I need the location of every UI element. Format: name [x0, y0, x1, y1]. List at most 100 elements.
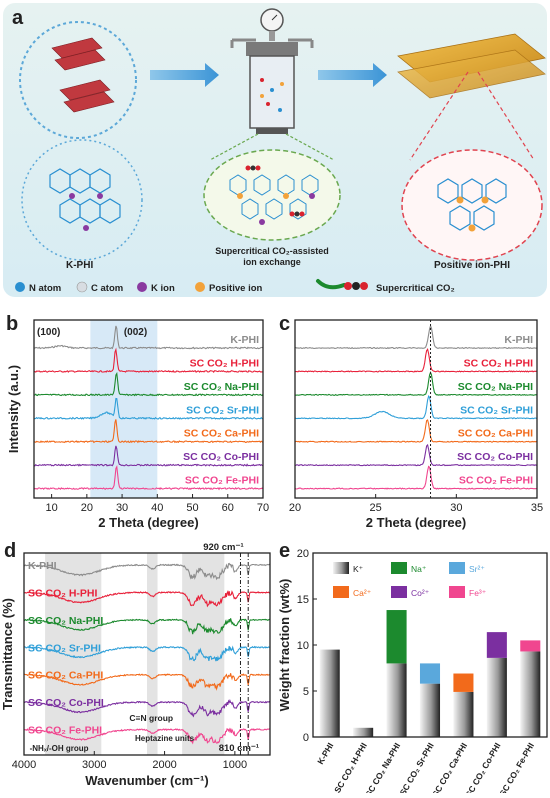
peak-annotation-002: (002): [124, 327, 147, 338]
series-label: SC CO₂ Ca-PHI: [184, 428, 259, 440]
category-label: SC CO₂ H-PHI: [332, 741, 369, 793]
bar-k-ion: [453, 691, 474, 737]
legend-swatch: [449, 562, 465, 574]
series-label: SC CO₂ Na-PHI: [28, 615, 103, 627]
panel-d-letter: d: [4, 540, 16, 562]
schematic-legend: N atom C atom K ion Positive ion Supercr…: [15, 279, 455, 294]
x-axis-label: 2 Theta (degree): [98, 515, 198, 530]
series-label: SC CO₂ Co-PHI: [28, 697, 104, 709]
series-line: [33, 397, 264, 420]
panel-e-letter: e: [279, 540, 290, 562]
category-label: SC CO₂ Co-PHI: [463, 741, 502, 793]
series-line: [33, 419, 264, 444]
series-label: SC CO₂ Co-PHI: [457, 451, 533, 463]
series-label: SC CO₂ H-PHI: [28, 587, 98, 599]
x-tick-label: 2000: [152, 759, 176, 771]
x-tick-label: 20: [289, 502, 301, 514]
category-label: SC CO₂ Ca-PHI: [430, 741, 469, 793]
legend-swatch: [391, 562, 407, 574]
bar-positive-ion: [520, 640, 541, 652]
series-line: [33, 445, 264, 467]
ion-exchange-zoom: [203, 149, 341, 241]
legend-swatch: [333, 562, 349, 574]
legend-label: Ca²⁺: [353, 588, 372, 598]
series-label: SC CO₂ Sr-PHI: [186, 404, 259, 416]
bar-positive-ion: [386, 610, 407, 664]
xrd-full-svg: b K-PHI SC CO₂ H-PHI SC CO₂ Na-PHI SC CO₂ S…: [6, 313, 269, 530]
series-line: [23, 645, 271, 662]
bar-positive-ion: [419, 663, 441, 684]
series-line: [23, 562, 271, 581]
series-line: [294, 324, 538, 350]
annotation-cn: C≡N group: [129, 713, 173, 723]
ftir-svg: d K-PHI SC CO₂ H-PHI SC CO₂ Na-PHI SC CO₂ S…: [0, 540, 271, 788]
plot-frame: [294, 319, 538, 499]
bar-k-ion: [319, 649, 340, 737]
xrd-zoom-chart: c K-PHI SC CO₂ H-PHI SC CO₂ Na-PHI SC CO₂ S…: [275, 312, 550, 530]
series-label: K-PHI: [504, 334, 533, 346]
legend-label: Sr²⁺: [469, 564, 485, 574]
bar-positive-ion: [453, 673, 474, 692]
y-tick-label: 20: [297, 548, 309, 560]
bar-k-ion: [520, 651, 541, 737]
legend-label: N atom: [29, 283, 61, 294]
series-line: [33, 347, 264, 374]
bar-k-ion: [486, 657, 507, 737]
positive-ion-sheet: [397, 33, 546, 99]
xrd-zoom-svg: c K-PHI SC CO₂ H-PHI SC CO₂ Na-PHI SC CO₂ S…: [279, 313, 543, 530]
arrow-icon: [318, 63, 387, 87]
weight-fraction-chart: e K-PHI SC CO₂ H-PHI SC CO₂ Na-PHI SC CO₂ S…: [275, 537, 550, 798]
ftir-chart: d K-PHI SC CO₂ H-PHI SC CO₂ Na-PHI SC CO₂ S…: [0, 537, 275, 793]
series-label: SC CO₂ H-PHI: [464, 357, 534, 369]
series-line: [23, 699, 271, 718]
series-line: [33, 371, 264, 397]
x-tick-label: 70: [257, 502, 269, 514]
y-tick-label: 0: [303, 732, 309, 744]
annotation-920: 920 cm⁻¹: [203, 542, 243, 553]
legend-label: Na⁺: [411, 564, 427, 574]
series-label: SC CO₂ Ca-PHI: [28, 670, 103, 682]
shaded-region: [147, 553, 158, 755]
positive-ion-label: Positive ion-PHI: [434, 260, 510, 271]
legend-swatch: [391, 586, 407, 598]
x-tick-label: 1000: [223, 759, 247, 771]
co2-molecules: [237, 165, 315, 225]
series-line: [23, 618, 271, 635]
series-label: SC CO₂ Co-PHI: [183, 451, 259, 463]
annotation-heptazine: Heptazine units: [135, 734, 195, 743]
legend-label: Supercritical CO₂: [376, 283, 455, 294]
exchange-label-line2: ion exchange: [243, 257, 301, 267]
x-tick-label: 4000: [12, 759, 36, 771]
series-line: [23, 727, 271, 745]
legend-swatch: [449, 586, 465, 598]
positive-ion-zoom: [401, 149, 543, 261]
x-tick-label: 3000: [82, 759, 106, 771]
x-tick-label: 60: [222, 502, 234, 514]
series-label: SC CO₂ Na-PHI: [184, 381, 259, 393]
series-label: SC CO₂ Ca-PHI: [458, 428, 533, 440]
legend-label: C atom: [91, 283, 123, 294]
x-tick-label: 50: [186, 502, 198, 514]
series-line: [33, 325, 264, 350]
exchange-lattice: [229, 174, 319, 220]
zoom-lines: [209, 133, 335, 161]
series-line: [23, 673, 271, 691]
bar-positive-ion: [486, 632, 507, 658]
legend-swatch: [333, 586, 349, 598]
kphi-label: K-PHI: [66, 260, 93, 271]
legend-label: Positive ion: [209, 283, 263, 294]
series-line: [294, 419, 538, 443]
x-tick-label: 25: [370, 502, 382, 514]
panel-a-letter: a: [12, 7, 24, 29]
reactor-illustration: [230, 8, 314, 134]
category-label: SC CO₂ Sr-PHI: [398, 741, 436, 793]
series-label: SC CO₂ Fe-PHI: [185, 475, 259, 487]
series-label: SC CO₂ Sr-PHI: [28, 642, 101, 654]
arrow-icon: [150, 63, 219, 87]
bar-k-ion: [353, 727, 374, 737]
series-line: [23, 590, 271, 608]
series-line: [294, 443, 538, 467]
series-label: SC CO₂ Fe-PHI: [28, 725, 102, 737]
highlight-band: [90, 320, 158, 498]
